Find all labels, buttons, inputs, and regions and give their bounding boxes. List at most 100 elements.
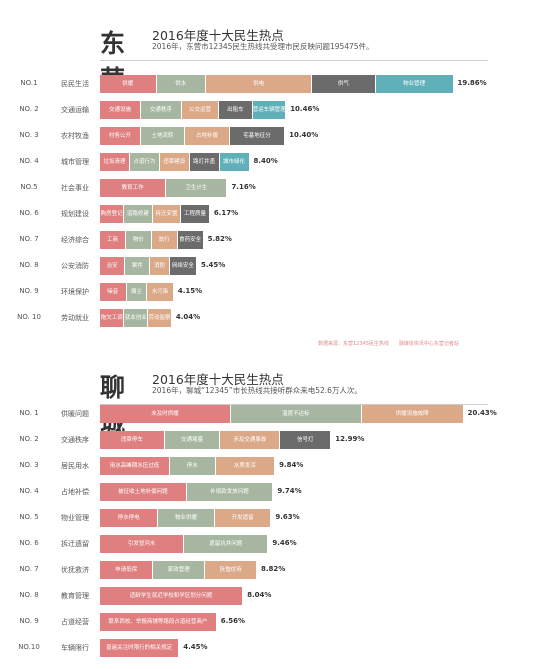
value-label: 5.45% — [201, 261, 226, 269]
bar: 治安 案件 消防 网络安全 — [100, 257, 197, 275]
rank-label: NO. 4 — [19, 157, 39, 165]
bar-row: NO. 2 交通秩序 违章停车 交通堵塞 涉及交通事故 信号灯 12.99% — [0, 431, 543, 449]
value-label: 9.74% — [277, 487, 302, 495]
rank-label: NO. 3 — [19, 461, 39, 469]
bar-row: NO. 6 拆迁遗留 引发冒河水 遗留坑井问题 9.46% — [0, 535, 543, 553]
category-label: 拆迁遗留 — [61, 540, 89, 548]
bar-segment: 土地流转 — [140, 127, 185, 145]
category-label: 城市管理 — [61, 158, 89, 166]
bar-segment: 遗留坑井问题 — [184, 535, 268, 553]
rank-label: NO.10 — [18, 643, 40, 651]
value-label: 4.04% — [175, 313, 201, 321]
bar-segment: 补偿款发放问题 — [186, 483, 273, 501]
bar-segment: 普遍关注时限行的相关规定 — [100, 639, 179, 657]
bar-segment: 温度不达标 — [230, 405, 361, 423]
bar-row: NO. 9 环境保护 噪音 烟尘 水污染 4.15% — [0, 283, 543, 301]
bar-segment: 工商 — [100, 231, 125, 249]
bar-segment: 交通秩序 — [140, 101, 181, 119]
bar-row: NO. 7 优抚救济 申请低保 家政管理 抚恤优待 8.82% — [0, 561, 543, 579]
category-label: 占地补偿 — [61, 488, 89, 496]
bar: 交通设施 交通秩序 公交运营 出租车 营运车辆管理 — [100, 101, 286, 119]
bar-row: NO. 8 公安消防 治安 案件 消防 网络安全 5.45% — [0, 257, 543, 275]
bar-segment: 违章停车 — [100, 431, 164, 449]
value-label: 5.82% — [207, 235, 232, 243]
bar-segment: 物业供暖 — [158, 509, 214, 527]
bar-segment: 交通堵塞 — [164, 431, 220, 449]
bar-segment: 违章建设 — [159, 153, 189, 171]
rank-label: NO. 9 — [19, 617, 39, 625]
bar-row: NO. 3 农村牧渔 村务公开 土地流转 占地补偿 宅基地征分 10.40% — [0, 127, 543, 145]
bar-segment: 出租车 — [219, 101, 252, 119]
bar: 引发冒河水 遗留坑井问题 — [100, 535, 268, 553]
bar-segment: 停水 — [170, 457, 215, 475]
bar-segment: 申请低保 — [100, 561, 153, 579]
bar-segment: 网络安全 — [169, 257, 196, 275]
bar-segment: 劳动监察 — [148, 309, 171, 327]
category-label: 规划建设 — [61, 210, 89, 218]
bar-segment: 水质发浑 — [215, 457, 275, 475]
rank-label: NO. 10 — [17, 313, 41, 321]
bar-segment: 交通设施 — [100, 101, 140, 119]
bar-segment: 宅基地征分 — [229, 127, 285, 145]
bar-segment: 联系西校、举报商铺等路段占道经营商户 — [100, 613, 216, 631]
category-label: 劳动就业 — [61, 314, 89, 322]
bar-segment: 供电 — [206, 75, 312, 93]
rank-label: NO.1 — [20, 79, 38, 87]
bar: 垃圾清理 占道行为 违章建设 路灯井盖 城市绿化 — [100, 153, 250, 171]
value-label: 8.40% — [253, 157, 278, 165]
rank-label: NO. 6 — [19, 539, 39, 547]
bar-row: NO. 1 供暖问题 未及时供暖 温度不达标 供暖设施故障 20.43% — [0, 405, 543, 423]
bar-segment: 拖欠工资 — [100, 309, 124, 327]
chart-subtitle: 2016年，聊城“12345”市长热线共接听群众来电52.6万人次。 — [152, 386, 362, 395]
bar-segment: 开发遗留 — [214, 509, 271, 527]
bar-row: NO.10 车辆限行 普遍关注时限行的相关规定 4.45% — [0, 639, 543, 657]
bar-row: NO. 10 劳动就业 拖欠工资 就业创业 劳动监察 4.04% — [0, 309, 543, 327]
bar-row: NO. 4 城市管理 垃圾清理 占道行为 违章建设 路灯井盖 城市绿化 8.40% — [0, 153, 543, 171]
bar-segment: 供暖设施故障 — [361, 405, 463, 423]
rank-label: NO. 8 — [19, 591, 39, 599]
bar: 联系西校、举报商铺等路段占道经营商户 — [100, 613, 217, 631]
bar-segment: 信号灯 — [280, 431, 331, 449]
bar-row: NO. 6 规划建设 购房登记 道路修建 拆迁安置 工程质量 6.17% — [0, 205, 543, 223]
bar-segment: 涉及交通事故 — [220, 431, 280, 449]
bar-segment: 工程质量 — [181, 205, 209, 223]
bar-segment: 物价 — [125, 231, 151, 249]
rank-label: NO. 4 — [19, 487, 39, 495]
rank-label: NO. 8 — [19, 261, 39, 269]
bar-segment: 村务公开 — [100, 127, 140, 145]
value-label: 10.46% — [290, 105, 320, 113]
rank-label: NO. 9 — [19, 287, 39, 295]
category-label: 民民生活 — [61, 80, 89, 88]
bar: 普遍关注时限行的相关规定 — [100, 639, 179, 657]
bar-segment: 供气 — [312, 75, 375, 93]
bar-row: NO. 3 居民用水 用水高峰期水压过低 停水 水质发浑 9.84% — [0, 457, 543, 475]
rank-label: NO. 2 — [19, 105, 39, 113]
category-label: 车辆限行 — [61, 644, 89, 652]
rank-label: NO. 7 — [19, 235, 39, 243]
bar-segment: 道路修建 — [124, 205, 152, 223]
bar-segment: 抚恤优待 — [205, 561, 256, 579]
bar-segment: 噪音 — [100, 283, 126, 301]
category-label: 交通秩序 — [61, 436, 89, 444]
rank-label: NO. 2 — [19, 435, 39, 443]
value-label: 4.15% — [177, 287, 203, 295]
title-divider — [100, 60, 488, 61]
bar-segment: 供水 — [156, 75, 206, 93]
bar-segment: 治安 — [100, 257, 125, 275]
rank-label: NO. 1 — [19, 409, 39, 417]
category-label: 居民用水 — [61, 462, 89, 470]
bar-segment: 食药安全 — [177, 231, 203, 249]
bar: 违章停车 交通堵塞 涉及交通事故 信号灯 — [100, 431, 331, 449]
value-label: 6.17% — [213, 209, 239, 217]
bar: 村务公开 土地流转 占地补偿 宅基地征分 — [100, 127, 285, 145]
chart-title: 2016年度十大民生热点 — [152, 372, 284, 387]
rank-label: NO. 3 — [19, 131, 39, 139]
value-label: 9.84% — [279, 461, 304, 469]
bar-segment: 卫生计生 — [166, 179, 227, 197]
category-label: 社会事业 — [61, 184, 89, 192]
source-note: 数据来源：东营12345民生热线 融媒体资讯中心东营记者站 — [318, 341, 459, 347]
bar: 购房登记 道路修建 拆迁安置 工程质量 — [100, 205, 210, 223]
bar-segment: 公交运营 — [181, 101, 219, 119]
category-label: 供暖问题 — [61, 410, 89, 418]
value-label: 9.46% — [272, 539, 297, 547]
